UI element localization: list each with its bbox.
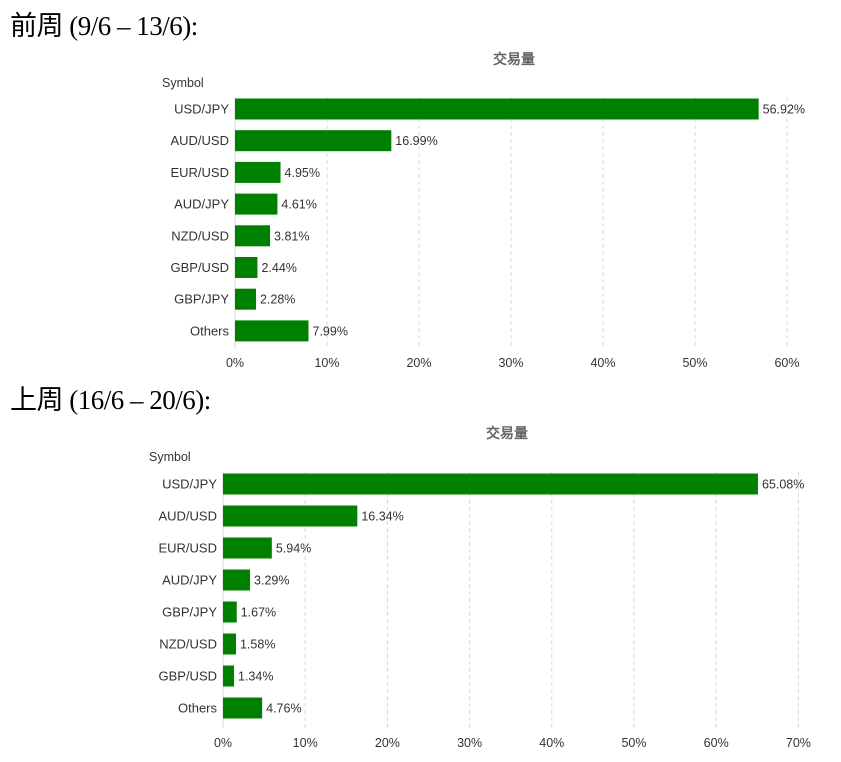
x-tick-label: 40% (539, 736, 564, 750)
x-tick-label: 10% (314, 356, 339, 370)
bar (235, 225, 271, 247)
bar (235, 320, 309, 342)
bar (223, 697, 263, 719)
x-tick-label: 50% (621, 736, 646, 750)
category-label: AUD/JPY (162, 573, 217, 588)
data-label: 16.34% (361, 510, 403, 524)
category-label: EUR/USD (158, 541, 217, 556)
chart-title: 交易量 (493, 51, 535, 68)
data-label: 2.44% (261, 261, 296, 275)
x-tick-label: 0% (226, 356, 244, 370)
bar (223, 505, 358, 527)
data-label: 4.61% (281, 198, 316, 212)
volume-chart-previous-week: 交易量 Symbol USD/JPY 56.92% AUD/USD 16.99% EUR/U… (162, 51, 805, 370)
bar (235, 288, 256, 310)
data-label: 16.99% (395, 134, 437, 148)
bar (223, 633, 236, 655)
x-tick-label: 40% (590, 356, 615, 370)
x-tick-label: 10% (293, 736, 318, 750)
x-tick-label: 30% (498, 356, 523, 370)
category-label: USD/JPY (162, 477, 217, 492)
data-label: 4.95% (285, 166, 320, 180)
data-label: 2.28% (260, 293, 295, 307)
x-tick-label: 50% (682, 356, 707, 370)
data-label: 56.92% (763, 103, 805, 117)
bar (235, 257, 258, 278)
bar (235, 98, 759, 120)
category-label: GBP/USD (170, 260, 229, 275)
x-tick-label: 60% (704, 736, 729, 750)
bar (223, 665, 235, 687)
x-tick-label: 0% (214, 736, 232, 750)
category-label: Others (178, 701, 218, 716)
data-label: 65.08% (762, 478, 804, 492)
bar (223, 569, 251, 591)
bar (223, 473, 758, 495)
data-label: 5.94% (276, 542, 311, 556)
category-label: USD/JPY (174, 102, 229, 117)
data-label: 3.29% (254, 574, 289, 588)
bar (235, 193, 278, 215)
volume-chart-last-week: 交易量 Symbol USD/JPY 65.08% AUD/USD 16.34% EUR/U… (149, 425, 811, 750)
x-tick-label: 20% (406, 356, 431, 370)
data-label: 1.67% (241, 606, 276, 620)
bar (235, 161, 281, 183)
bar (223, 601, 237, 623)
category-label: NZD/USD (171, 228, 229, 243)
bar (223, 537, 272, 559)
data-label: 3.81% (274, 229, 309, 243)
category-label: AUD/USD (158, 509, 217, 524)
category-label: GBP/JPY (174, 292, 229, 307)
data-label: 1.34% (238, 670, 273, 684)
section-heading-previous-week: 前周 (9/6 – 13/6): (10, 11, 198, 41)
data-label: 7.99% (313, 324, 348, 338)
x-tick-label: 20% (375, 736, 400, 750)
category-label: NZD/USD (159, 637, 217, 652)
chart-title: 交易量 (486, 425, 528, 442)
x-tick-label: 60% (774, 356, 799, 370)
y-axis-label: Symbol (162, 76, 204, 90)
category-label: AUD/USD (170, 133, 229, 148)
category-label: GBP/JPY (162, 605, 217, 620)
y-axis-label: Symbol (149, 450, 191, 464)
data-label: 1.58% (240, 638, 275, 652)
category-label: EUR/USD (170, 165, 229, 180)
bar (235, 130, 392, 152)
data-label: 4.76% (266, 702, 301, 716)
section-heading-last-week: 上周 (16/6 – 20/6): (10, 385, 211, 415)
category-label: Others (190, 323, 230, 338)
category-label: AUD/JPY (174, 197, 229, 212)
x-tick-label: 30% (457, 736, 482, 750)
x-tick-label: 70% (786, 736, 811, 750)
category-label: GBP/USD (158, 669, 217, 684)
